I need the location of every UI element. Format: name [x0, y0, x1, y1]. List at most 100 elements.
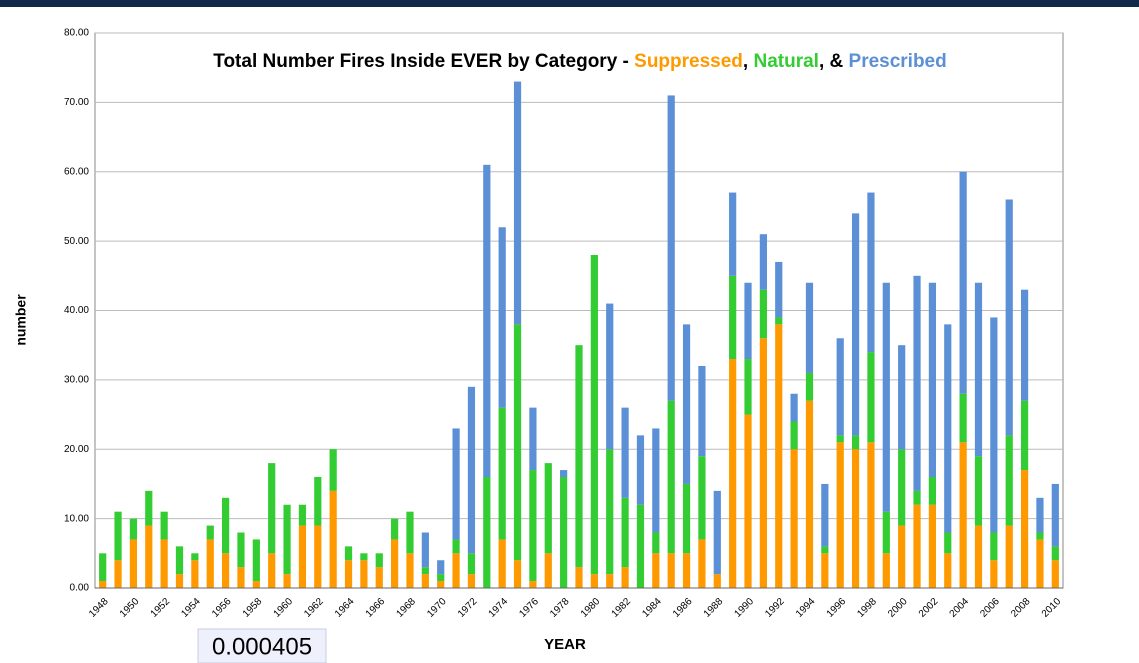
bar-segment: [913, 504, 921, 588]
bar-segment: [682, 324, 691, 484]
bar-segment: [821, 553, 829, 588]
status-value: 0.000405: [212, 633, 312, 660]
bar-segment: [1005, 435, 1013, 526]
bar-segment: [882, 282, 890, 512]
bar-segment: [529, 470, 537, 582]
bar-segment: [944, 553, 952, 588]
y-tick-label: 40.00: [64, 305, 89, 316]
bar-segment: [544, 553, 552, 588]
bar-segment: [713, 574, 721, 588]
bar-segment: [851, 435, 860, 450]
bar-segment: [621, 407, 629, 498]
bar-segment: [575, 345, 583, 568]
bar-segment: [851, 449, 860, 588]
bar-segment: [944, 532, 952, 554]
y-tick-label: 50.00: [64, 236, 89, 247]
bar-segment: [329, 449, 337, 491]
bar-segment: [667, 400, 675, 554]
bar-segment: [713, 490, 721, 575]
bar-segment: [759, 338, 767, 588]
bar-segment: [606, 449, 614, 575]
bar-segment: [836, 435, 844, 443]
bar-segment: [836, 338, 844, 436]
bar-segment: [805, 282, 814, 373]
bar-segment: [206, 539, 214, 588]
bar-segment: [160, 539, 168, 588]
title-series: Suppressed: [634, 51, 743, 72]
bar-segment: [959, 442, 967, 588]
bar-segment: [913, 490, 921, 505]
bar-segment: [1036, 497, 1044, 533]
bar-segment: [698, 539, 706, 588]
bar-segment: [590, 255, 598, 575]
y-tick-label: 20.00: [64, 444, 89, 455]
bar-segment: [360, 560, 368, 588]
bar-segment: [1005, 199, 1013, 436]
bar-segment: [344, 546, 353, 561]
bar-segment: [928, 282, 936, 477]
bar-segment: [759, 234, 767, 290]
bar-segment: [1036, 539, 1044, 588]
bar-segment: [114, 560, 122, 588]
bar-segment: [222, 497, 230, 554]
y-tick-label: 60.00: [64, 166, 89, 177]
bar-segment: [314, 477, 322, 526]
bar-segment: [790, 449, 798, 588]
bar-segment: [775, 261, 783, 318]
bar-segment: [1005, 525, 1013, 588]
y-tick-label: 80.00: [64, 28, 89, 39]
bar-segment: [375, 553, 383, 568]
bar-segment: [483, 164, 491, 477]
bar-segment: [191, 560, 199, 588]
y-axis-label: number: [13, 294, 29, 346]
bar-segment: [1020, 400, 1029, 471]
bar-segment: [222, 553, 230, 588]
bar-segment: [421, 567, 429, 575]
bar-segment: [621, 497, 629, 568]
bar-segment: [898, 449, 906, 526]
bar-segment: [698, 366, 706, 457]
bar-segment: [560, 477, 568, 588]
bar-segment: [406, 511, 414, 554]
bar-segment: [744, 414, 752, 588]
bar-segment: [821, 483, 829, 547]
bar-segment: [160, 511, 168, 540]
bar-segment: [667, 95, 675, 401]
bar-segment: [990, 317, 998, 533]
bar-segment: [268, 553, 276, 588]
bar-segment: [652, 553, 660, 588]
bar-segment: [729, 359, 737, 588]
bar-segment: [928, 504, 936, 588]
bar-segment: [913, 275, 921, 491]
bar-segment: [606, 303, 614, 450]
bar-segment: [744, 359, 752, 415]
title-series: Natural: [753, 51, 818, 72]
bar-segment: [1051, 560, 1059, 588]
bar-segment: [821, 546, 829, 554]
bar-segment: [974, 282, 983, 457]
bar-segment: [560, 470, 568, 477]
bar-segment: [1020, 289, 1029, 401]
header-strip: [0, 0, 1139, 7]
bar-segment: [682, 553, 691, 588]
title-separator: , &: [819, 51, 849, 72]
bar-segment: [729, 192, 737, 276]
bar-segment: [206, 525, 214, 540]
bar-segment: [898, 525, 906, 588]
bar-segment: [252, 539, 260, 582]
status-box: [197, 628, 327, 663]
y-tick-label: 30.00: [64, 375, 89, 386]
chart-title: Total Number Fires Inside EVER by Catego…: [213, 51, 947, 72]
bar-segment: [652, 532, 660, 554]
bar-segment: [575, 567, 583, 588]
bar-segment: [298, 525, 307, 588]
bar-segment: [652, 428, 660, 533]
bar-segment: [498, 539, 506, 588]
bar-segment: [298, 504, 307, 526]
bar-segment: [329, 490, 337, 588]
bar-segment: [636, 504, 645, 588]
bar-segment: [391, 518, 399, 540]
bar-segment: [175, 546, 184, 575]
bar-segment: [882, 553, 890, 588]
